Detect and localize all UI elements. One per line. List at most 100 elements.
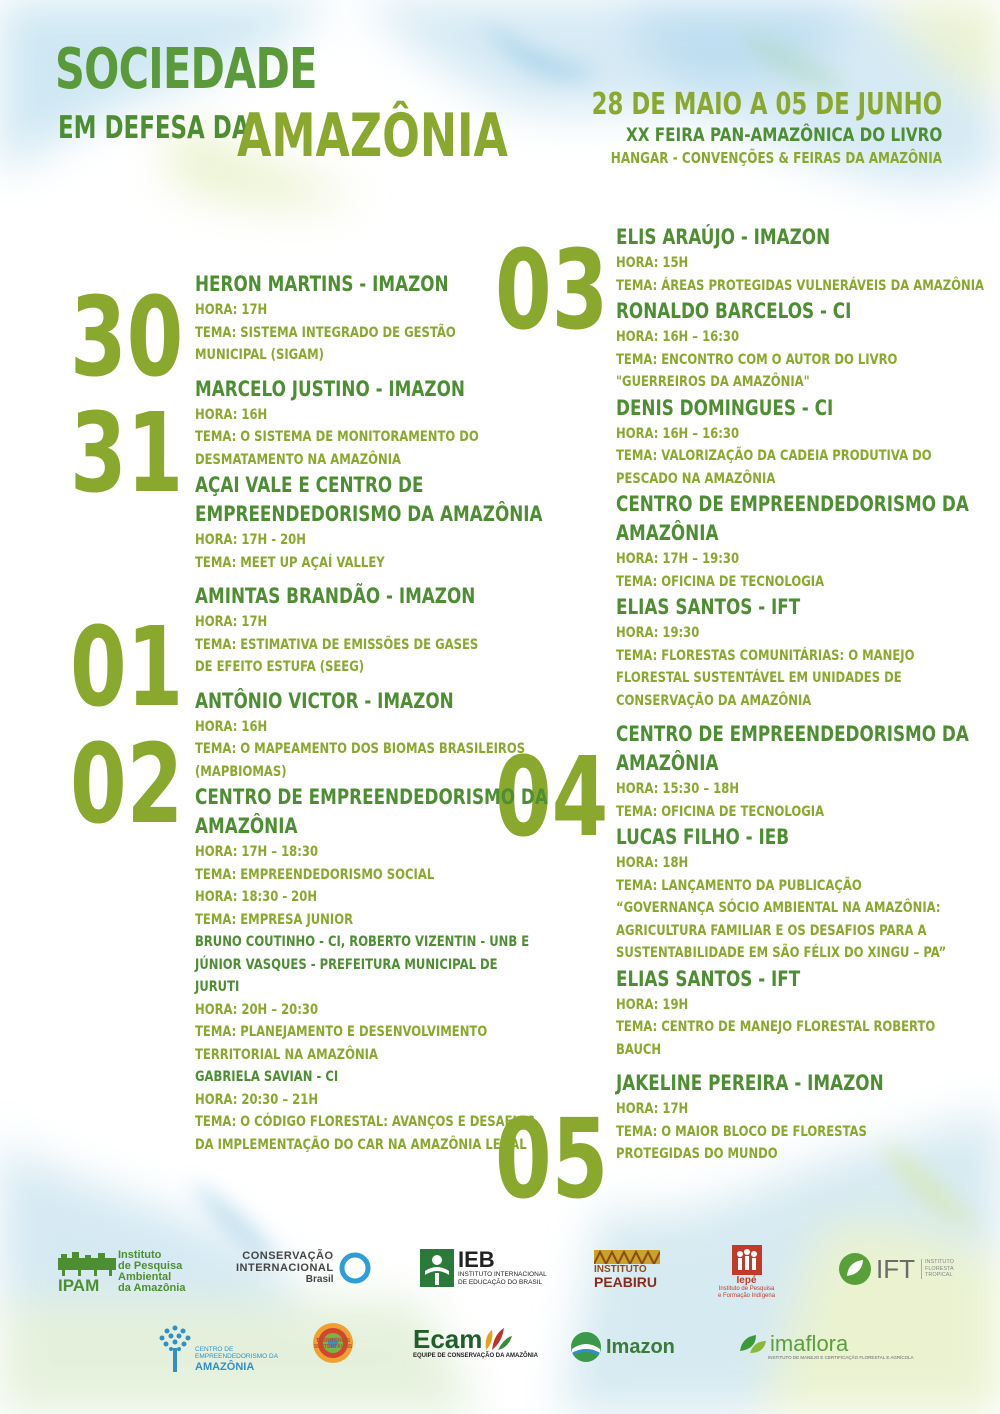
- day-04: 04: [495, 733, 609, 861]
- ci-line1: CONSERVAÇÃO: [242, 1250, 334, 1262]
- imaflora-line1: INSTITUTO DE MANEJO E CERTIFICAÇÃO FLORE…: [768, 1355, 914, 1360]
- session-participants: BRUNO COUTINHO - CI, ROBERTO VIZENTIN - …: [195, 934, 530, 950]
- session-participants: GABRIELA SAVIAN - CI: [195, 1069, 339, 1085]
- ieb-icon: [420, 1249, 454, 1287]
- session-detail: TEMA: VALORIZAÇÃO DA CADEIA PRODUTIVA DO: [616, 448, 932, 464]
- iepe-people-icon: [731, 1245, 762, 1275]
- session-speaker: LUCAS FILHO - IEB: [616, 825, 790, 849]
- session-detail: HORA: 17H: [616, 1101, 689, 1117]
- ift-line3: TROPICAL: [925, 1272, 953, 1279]
- centro-line1: CENTRO DE: [195, 1345, 234, 1353]
- logo-territorios-sustentaveis: TERRITÓRIOS SUSTENTÁVEIS: [312, 1322, 354, 1363]
- logo-imazon: Imazon: [570, 1331, 675, 1363]
- session-detail: TEMA: EMPREENDEDORISMO SOCIAL: [195, 866, 435, 883]
- ci-line2: INTERNACIONAL: [236, 1262, 334, 1274]
- session-detail: HORA: 15H: [616, 255, 689, 271]
- session-detail: HORA: 18:30 - 20H: [195, 889, 318, 905]
- peabiru-line1: INSTITUTO: [594, 1264, 647, 1275]
- session-speaker: RONALDO BARCELOS - CI: [616, 299, 852, 323]
- event-date: 28 DE MAIO A 05 DE JUNHO: [591, 87, 942, 122]
- day-30: 30: [70, 273, 184, 401]
- session-detail: PROTEGIDAS DO MUNDO: [616, 1146, 778, 1162]
- session-detail: BAUCH: [616, 1041, 662, 1058]
- session-detail: HORA: 15:30 – 18H: [616, 781, 740, 797]
- logo-ieb: IEB INSTITUTO INTERNACIONAL DE EDUCAÇÃO …: [420, 1249, 547, 1287]
- event-venue: HANGAR - CONVENÇÕES & FEIRAS DA AMAZÔNIA: [610, 149, 942, 167]
- session-detail: "GUERREIROS DA AMAZÔNIA": [616, 374, 810, 390]
- logo-ecam: Ecam EQUIPE DE CONSERVAÇÃO DA AMAZÔNIA: [413, 1326, 538, 1360]
- peabiru-pattern-icon: [594, 1250, 660, 1264]
- session-detail: HORA: 16H – 16:30: [616, 329, 740, 345]
- session-speaker: DENIS DOMINGUES - CI: [616, 395, 834, 420]
- iepe-name: Iepé: [736, 1275, 757, 1286]
- logo-iepe: Iepé Instituto de Pesquisa e Formação In…: [718, 1245, 775, 1300]
- session-speaker: AMINTAS BRANDÃO - IMAZON: [195, 584, 476, 608]
- ift-line1: INSTITUTO: [925, 1259, 954, 1266]
- ipam-icon: IPAM: [58, 1252, 116, 1292]
- title-amazonia: AMAZÔNIA: [237, 101, 508, 171]
- session-detail: TEMA: ÁREAS PROTEGIDAS VULNERÁVEIS DA AM…: [616, 277, 984, 294]
- ci-line3: Brasil: [305, 1274, 334, 1285]
- imaflora-leaf-icon: [740, 1335, 766, 1353]
- session-speaker: AMAZÔNIA: [195, 814, 298, 838]
- session-detail: TEMA: ESTIMATIVA DE EMISSÕES DE GASES: [195, 636, 479, 653]
- schedule-right-column: ELIS ARAÚJO - IMAZON HORA: 15H TEMA: ÁREAS…: [616, 223, 1000, 1166]
- peabiru-line2: PEABIRU: [594, 1274, 658, 1290]
- ipam-text-3: Ambiental: [118, 1271, 172, 1283]
- session-detail: TEMA: SISTEMA INTEGRADO DE GESTÃO: [195, 324, 456, 341]
- session-detail: TEMA: CENTRO DE MANEJO FLORESTAL ROBERTO: [616, 1019, 936, 1035]
- session-speaker: CENTRO DE EMPREENDEDORISMO DA: [616, 492, 969, 516]
- spacer: [195, 367, 548, 375]
- session-detail: HORA: 17H: [195, 302, 268, 318]
- session-detail: TEMA: PLANEJAMENTO E DESENVOLVIMENTO: [195, 1024, 488, 1040]
- session-detail: MUNICIPAL (SIGAM): [195, 347, 324, 363]
- ci-circle-icon: [339, 1252, 371, 1283]
- ipam-text-2: de Pesquisa: [118, 1260, 183, 1272]
- session-detail: HORA: 20H – 20:30: [195, 1001, 319, 1018]
- logo-conservacao-internacional: CONSERVAÇÃO INTERNACIONAL Brasil: [236, 1250, 372, 1285]
- session-detail: HORA: 16H: [195, 406, 268, 423]
- schedule-left-column: HERON MARTINS - IMAZON HORA: 17H TEMA: SIS…: [195, 270, 636, 1156]
- spacer: [195, 679, 548, 687]
- session-detail: TEMA: MEET UP AÇAÍ VALLEY: [195, 554, 385, 571]
- session-speaker: JAKELINE PEREIRA - IMAZON: [616, 1071, 884, 1095]
- ift-leaf-icon: [839, 1253, 871, 1285]
- day-03: 03: [495, 226, 609, 354]
- session-detail: HORA: 16H – 16:30: [616, 425, 740, 442]
- session-detail: HORA: 17H – 18:30: [195, 844, 319, 860]
- svg-text:IPAM: IPAM: [58, 1276, 99, 1292]
- session-detail: HORA: 19H: [616, 996, 689, 1013]
- ipam-text-1: Instituto: [118, 1249, 162, 1261]
- ieb-line2: DE EDUCAÇÃO DO BRASIL: [458, 1279, 543, 1286]
- day-02: 02: [70, 720, 184, 848]
- session-detail: TEMA: O MAPEAMENTO DOS BIOMAS BRASILEIRO…: [195, 741, 526, 757]
- mandala-icon: [313, 1323, 353, 1363]
- day-05: 05: [495, 1095, 609, 1223]
- session-detail: TEMA: O SISTEMA DE MONITORAMENTO DO: [195, 429, 479, 445]
- session-detail: (MAPBIOMAS): [195, 763, 287, 780]
- imaflora-name: imaflora: [770, 1331, 849, 1356]
- session-speaker: CENTRO DE EMPREENDEDORISMO DA: [195, 785, 548, 809]
- ieb-name: IEB: [458, 1247, 495, 1272]
- centro-line3: AMAZÔNIA: [195, 1360, 255, 1373]
- imazon-name: Imazon: [606, 1335, 675, 1358]
- tree-dots-icon: [159, 1325, 191, 1372]
- session-detail: HORA: 17H - 20H: [195, 532, 306, 548]
- session-detail: AGRICULTURA FAMILIAR E OS DESAFIOS PARA …: [616, 922, 927, 939]
- right-column-lines: ELIS ARAÚJO - IMAZON HORA: 15H TEMA: ÁREAS…: [616, 223, 984, 1166]
- session-detail: CONSERVAÇÃO DA AMAZÔNIA: [616, 692, 812, 709]
- session-detail: HORA: 17H: [195, 614, 268, 630]
- territorios-line1: TERRITÓRIOS: [315, 1338, 351, 1344]
- session-detail: “GOVERNANÇA SÓCIO AMBIENTAL NA AMAZÔNIA:: [616, 900, 941, 916]
- session-detail: TEMA: OFICINA DE TECNOLOGIA: [616, 573, 825, 590]
- session-detail: TEMA: OFICINA DE TECNOLOGIA: [616, 803, 825, 820]
- session-detail: DESMATAMENTO NA AMAZÔNIA: [195, 451, 402, 468]
- session-detail: TEMA: ENCONTRO COM O AUTOR DO LIVRO: [616, 351, 898, 368]
- centro-line2: EMPREENDEDORISMO DA: [195, 1353, 279, 1360]
- session-speaker: EMPREENDEDORISMO DA AMAZÔNIA: [195, 502, 543, 526]
- session-detail: PESCADO NA AMAZÔNIA: [616, 470, 776, 487]
- title-sociedade: SOCIEDADE: [55, 37, 317, 102]
- session-speaker: ELIS ARAÚJO - IMAZON: [616, 225, 831, 249]
- session-detail: HORA: 18H: [616, 855, 689, 871]
- session-detail: HORA: 16H: [195, 718, 268, 735]
